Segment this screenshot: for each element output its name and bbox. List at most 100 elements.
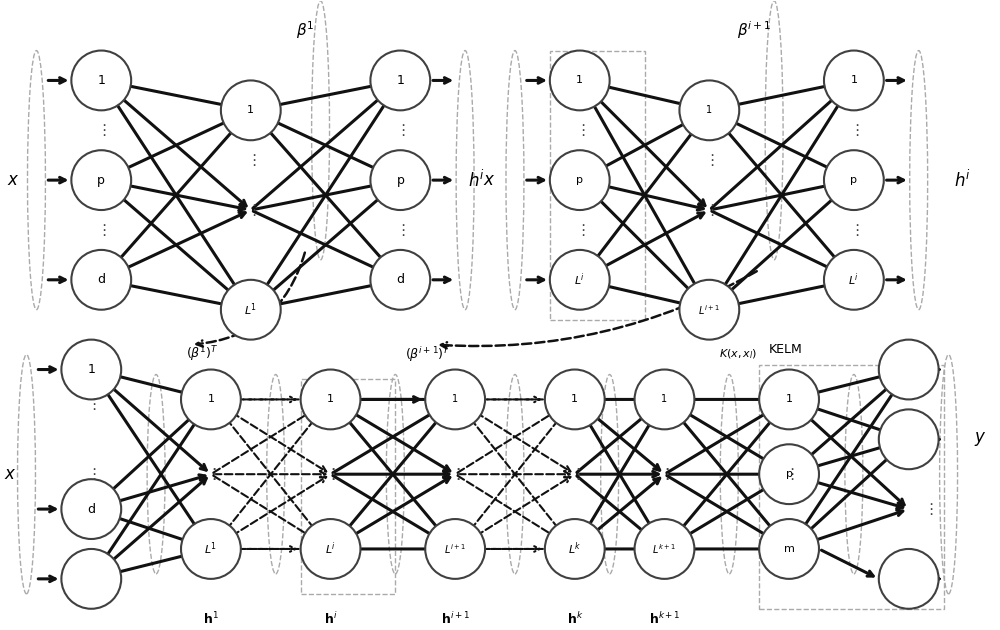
Text: p: p — [786, 469, 793, 479]
Circle shape — [71, 50, 131, 110]
Text: $\vdots$: $\vdots$ — [206, 466, 216, 482]
Text: $\vdots$: $\vdots$ — [246, 202, 256, 218]
Text: $K(x,x_l)$: $K(x,x_l)$ — [719, 348, 758, 362]
Text: $\mathbf{h}^k$: $\mathbf{h}^k$ — [567, 611, 583, 627]
Text: $\vdots$: $\vdots$ — [575, 122, 585, 138]
Text: $L^1$: $L^1$ — [244, 301, 257, 318]
Text: 1: 1 — [452, 394, 458, 404]
Text: $\mathbf{h}^{k+1}$: $\mathbf{h}^{k+1}$ — [649, 611, 680, 627]
Circle shape — [550, 50, 610, 110]
Circle shape — [181, 519, 241, 579]
Circle shape — [635, 370, 694, 429]
Text: $\vdots$: $\vdots$ — [450, 466, 460, 482]
Text: $\vdots$: $\vdots$ — [570, 466, 580, 482]
Text: $(\beta^1)^T$: $(\beta^1)^T$ — [186, 345, 219, 364]
Circle shape — [425, 519, 485, 579]
Circle shape — [759, 370, 819, 429]
Text: 1: 1 — [661, 394, 668, 404]
Text: $h^i$: $h^i$ — [468, 169, 485, 191]
Bar — [759, 365, 944, 609]
Circle shape — [370, 50, 430, 110]
Text: $L^{k+1}$: $L^{k+1}$ — [652, 542, 677, 556]
Circle shape — [221, 81, 281, 140]
Circle shape — [635, 519, 694, 579]
Text: $\vdots$: $\vdots$ — [395, 222, 406, 238]
Text: $\vdots$: $\vdots$ — [704, 202, 715, 218]
Text: 1: 1 — [706, 105, 712, 115]
Circle shape — [425, 370, 485, 429]
Text: 1: 1 — [87, 363, 95, 376]
Circle shape — [181, 370, 241, 429]
Text: p: p — [576, 175, 583, 185]
Text: $\vdots$: $\vdots$ — [923, 501, 934, 517]
Text: $x$: $x$ — [483, 171, 495, 189]
Circle shape — [545, 519, 605, 579]
Text: $h^i$: $h^i$ — [954, 169, 971, 191]
Text: $\vdots$: $\vdots$ — [96, 222, 106, 238]
Circle shape — [545, 370, 605, 429]
Text: $\vdots$: $\vdots$ — [395, 122, 406, 138]
Text: $\vdots$: $\vdots$ — [86, 466, 96, 482]
Text: KELM: KELM — [769, 343, 803, 356]
Text: 1: 1 — [576, 76, 583, 86]
Text: $\vdots$: $\vdots$ — [246, 152, 256, 168]
Circle shape — [370, 150, 430, 210]
Text: $y$: $y$ — [974, 430, 986, 449]
Text: $\mathbf{h}^i$: $\mathbf{h}^i$ — [324, 611, 337, 627]
Text: 1: 1 — [207, 394, 214, 404]
Text: $L^i$: $L^i$ — [848, 272, 859, 288]
Circle shape — [679, 81, 739, 140]
Text: $\vdots$: $\vdots$ — [575, 222, 585, 238]
Circle shape — [370, 250, 430, 310]
Circle shape — [879, 410, 939, 469]
Text: 1: 1 — [850, 76, 857, 86]
Circle shape — [759, 519, 819, 579]
Text: 1: 1 — [786, 394, 793, 404]
Text: $\vdots$: $\vdots$ — [704, 152, 715, 168]
Text: 1: 1 — [247, 105, 254, 115]
Circle shape — [759, 444, 819, 504]
Text: $\vdots$: $\vdots$ — [849, 222, 859, 238]
Text: $L^{i+1}$: $L^{i+1}$ — [698, 303, 720, 317]
Bar — [550, 50, 645, 319]
Circle shape — [61, 340, 121, 399]
Text: $(\beta^{i+1})^T$: $(\beta^{i+1})^T$ — [405, 345, 451, 364]
Circle shape — [679, 280, 739, 340]
Text: $\vdots$: $\vdots$ — [325, 466, 336, 482]
Circle shape — [879, 549, 939, 609]
Circle shape — [301, 519, 360, 579]
Text: $\mathbf{h}^1$: $\mathbf{h}^1$ — [203, 610, 219, 627]
Text: 1: 1 — [571, 394, 578, 404]
Text: $x$: $x$ — [7, 171, 19, 189]
Circle shape — [71, 250, 131, 310]
Circle shape — [824, 150, 884, 210]
Text: p: p — [396, 174, 404, 186]
Text: d: d — [97, 273, 105, 286]
Text: m: m — [784, 544, 795, 554]
Text: $L^{i+1}$: $L^{i+1}$ — [444, 542, 466, 556]
Circle shape — [221, 280, 281, 340]
Text: $\mathbf{h}^{i+1}$: $\mathbf{h}^{i+1}$ — [441, 611, 470, 627]
Text: $\vdots$: $\vdots$ — [659, 466, 670, 482]
Circle shape — [879, 340, 939, 399]
Text: 1: 1 — [327, 394, 334, 404]
Text: $\vdots$: $\vdots$ — [570, 466, 580, 482]
Text: $\beta^1$: $\beta^1$ — [296, 20, 315, 42]
Text: p: p — [850, 175, 857, 185]
Text: $\vdots$: $\vdots$ — [86, 396, 96, 413]
Circle shape — [61, 549, 121, 609]
Text: $L^k$: $L^k$ — [568, 541, 582, 558]
Circle shape — [71, 150, 131, 210]
Circle shape — [61, 479, 121, 539]
Text: $\vdots$: $\vdots$ — [659, 466, 670, 482]
Text: $x$: $x$ — [4, 465, 16, 483]
Bar — [301, 379, 395, 594]
Text: $\vdots$: $\vdots$ — [206, 466, 216, 482]
Circle shape — [301, 370, 360, 429]
Text: 1: 1 — [97, 74, 105, 87]
Text: p: p — [97, 174, 105, 186]
Text: $\vdots$: $\vdots$ — [450, 466, 460, 482]
Circle shape — [550, 150, 610, 210]
Text: $L^i$: $L^i$ — [574, 272, 585, 288]
Text: d: d — [396, 273, 404, 286]
